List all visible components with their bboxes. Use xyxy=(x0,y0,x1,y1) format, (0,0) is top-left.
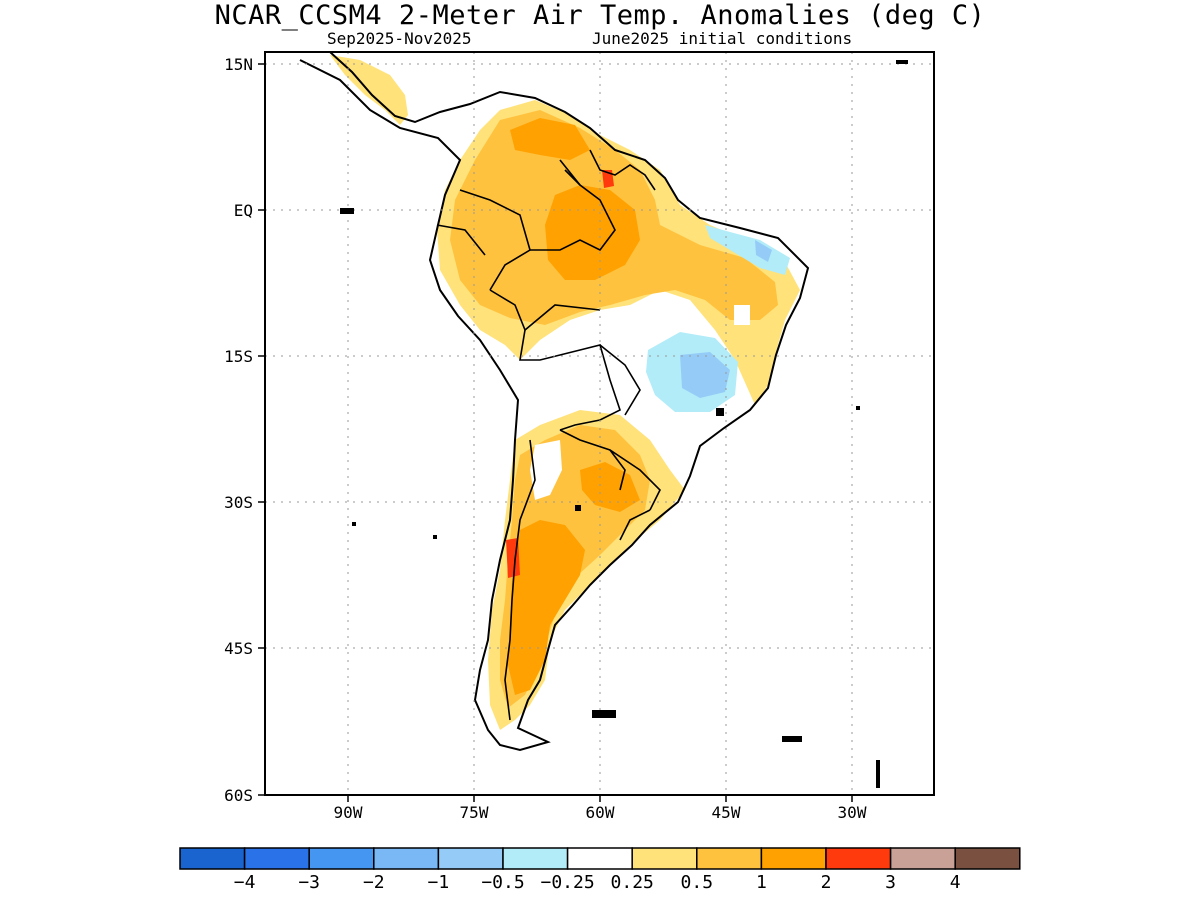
colorbar-label: 4 xyxy=(950,872,961,893)
anomaly-2-andes-spot xyxy=(506,538,520,578)
colorbar-swatch xyxy=(566,847,633,870)
tick-marks xyxy=(258,63,853,802)
lon-label-45w: 45W xyxy=(712,803,741,822)
colorbar-label: −0.25 xyxy=(541,872,595,893)
colorbar-label: −0.5 xyxy=(481,872,524,893)
central-america-land xyxy=(330,55,408,125)
map-area xyxy=(265,52,810,752)
anomaly-neg0.5-central xyxy=(680,352,730,398)
colorbar-label: −1 xyxy=(428,872,450,893)
lon-label-30w: 30W xyxy=(838,803,867,822)
anomaly-1-north xyxy=(545,185,640,280)
colorbar-swatch xyxy=(889,847,956,870)
anomaly-neg0.5-ne xyxy=(755,240,772,262)
colorbar: −4 −3 −2 −1 −0.5 −0.25 0.25 0.5 1 2 3 4 xyxy=(179,847,1021,893)
lon-label-75w: 75W xyxy=(460,803,489,822)
lat-label-eq: EQ xyxy=(234,201,253,220)
colorbar-label: −4 xyxy=(234,872,256,893)
lon-label-60w: 60W xyxy=(586,803,615,822)
anomaly-1-guiana xyxy=(510,118,590,160)
anomaly-1-pampas xyxy=(580,462,640,512)
colorbar-swatch xyxy=(760,847,827,870)
lat-label-15n: 15N xyxy=(224,55,253,74)
colorbar-swatch xyxy=(373,847,440,870)
lat-label-60s: 60S xyxy=(224,786,253,805)
lat-label-30s: 30S xyxy=(224,493,253,512)
anomaly-1-south xyxy=(508,520,585,695)
neutral-patch xyxy=(734,305,750,325)
lat-label-45s: 45S xyxy=(224,639,253,658)
colorbar-label: −3 xyxy=(298,872,320,893)
colorbar-swatch xyxy=(502,847,569,870)
lat-label-15s: 15S xyxy=(224,347,253,366)
neutral-atacama xyxy=(530,440,562,500)
initial-conditions-label: June2025 initial conditions xyxy=(592,29,853,48)
country-borders xyxy=(436,149,661,721)
map-title: NCAR_CCSM4 2-Meter Air Temp. Anomalies (… xyxy=(214,0,986,31)
colorbar-label: 3 xyxy=(885,872,896,893)
colorbar-label: 1 xyxy=(756,872,767,893)
lon-label-90w: 90W xyxy=(334,803,363,822)
islands xyxy=(340,60,908,788)
colorbar-swatch xyxy=(243,847,310,870)
colorbar-swatch xyxy=(954,847,1021,870)
season-label: Sep2025-Nov2025 xyxy=(327,29,472,48)
colorbar-swatch xyxy=(631,847,698,870)
colorbar-label: −2 xyxy=(363,872,385,893)
colorbar-swatch xyxy=(308,847,375,870)
colorbar-label: 2 xyxy=(821,872,832,893)
colorbar-swatch xyxy=(825,847,892,870)
colorbar-swatch xyxy=(437,847,504,870)
colorbar-swatch xyxy=(696,847,763,870)
colorbar-label: 0.25 xyxy=(611,872,654,893)
colorbar-label: 0.5 xyxy=(681,872,714,893)
coastline xyxy=(265,52,810,752)
colorbar-swatch xyxy=(179,847,246,870)
